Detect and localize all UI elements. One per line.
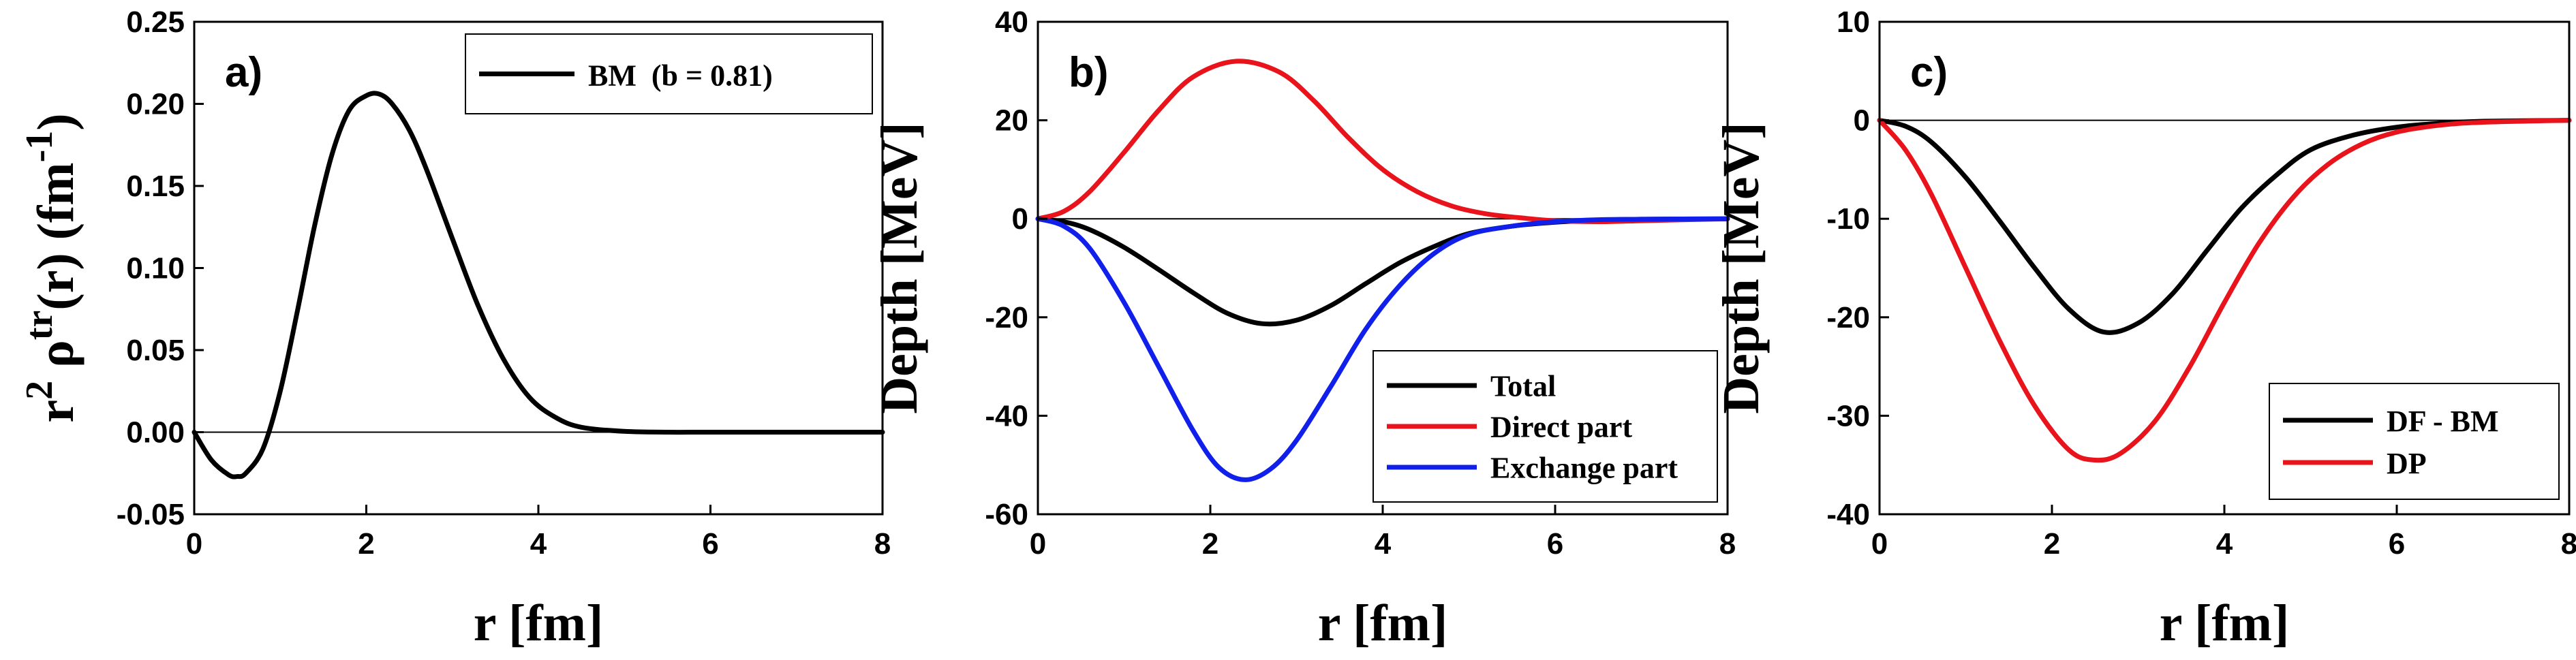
y-tick-label: 0.10 (126, 252, 185, 285)
y-axis-label-part: -1 (18, 131, 61, 163)
panel-1: 0 2 4 6 8 -0.05 0.00 0.05 0.10 0.15 0.20 0.25 r [fm]… (18, 5, 891, 652)
x-tick-label: 0 (1030, 527, 1046, 561)
y-axis-label: Depth [MeV] (871, 122, 928, 413)
y-axis-label-part: tr (18, 311, 61, 341)
y-tick-label: -40 (985, 399, 1028, 433)
y-tick-label: 0.05 (126, 334, 185, 367)
panel-label: c) (1910, 49, 1948, 96)
x-axis-label: r [fm] (2160, 595, 2290, 652)
y-axis-label-part: (r) (fm (27, 162, 85, 310)
x-tick-label: 8 (2561, 527, 2576, 561)
x-tick-label: 6 (702, 527, 718, 561)
x-axis-label: r [fm] (474, 595, 604, 652)
legend-label: Total (1490, 369, 1556, 403)
y-tick-label: 0.20 (126, 88, 185, 121)
legend-label: DF - BM (2387, 405, 2499, 438)
y-tick-label: -20 (1826, 301, 1870, 334)
x-tick-label: 2 (358, 527, 374, 561)
legend: BM (b = 0.81) (465, 33, 873, 114)
y-tick-label: 0 (1012, 202, 1028, 236)
y-tick-label: 10 (1837, 5, 1870, 39)
y-tick-label: 0.00 (126, 416, 185, 450)
legend: DF - BM DP (2269, 383, 2560, 500)
x-tick-label: 4 (1375, 527, 1392, 561)
series-line-2 (1035, 59, 1730, 225)
y-tick-label: -10 (1826, 202, 1870, 236)
y-tick-label: 40 (995, 5, 1028, 39)
legend-box (2269, 383, 2560, 500)
series-line-3 (1035, 216, 1730, 482)
panel-label: b) (1069, 49, 1109, 96)
series-line-1 (191, 91, 885, 480)
y-tick-label: -0.05 (117, 498, 185, 531)
y-axis-label-part: ρ (27, 340, 85, 381)
x-tick-label: 4 (2216, 527, 2233, 561)
x-tick-label: 2 (1202, 527, 1218, 561)
y-axis-label-part: 2 (18, 381, 61, 400)
y-tick-label: -60 (985, 498, 1028, 531)
y-tick-label: -40 (1826, 498, 1870, 531)
x-tick-label: 0 (186, 527, 202, 561)
x-tick-label: 6 (1547, 527, 1563, 561)
panel-label: a) (225, 49, 262, 96)
legend-label: DP (2387, 447, 2427, 480)
x-tick-label: 0 (1871, 527, 1888, 561)
y-axis-label: r2 ρtr(r) (fm-1) (18, 113, 85, 422)
panel-2: 0 2 4 6 8 -60 -40 -20 0 20 40 r [fm] Depth [MeV] b) To… (871, 5, 1736, 652)
panel-3: 0 2 4 6 8 -40 -30 -20 -10 0 10 r [fm] Depth [MeV] c) D… (1713, 5, 2576, 652)
x-tick-label: 6 (2389, 527, 2405, 561)
y-tick-label: 0.15 (126, 170, 185, 203)
y-axis-label: Depth [MeV] (1713, 122, 1770, 413)
x-tick-label: 2 (2044, 527, 2060, 561)
legend-label: Exchange part (1490, 451, 1678, 484)
y-tick-label: -20 (985, 301, 1028, 334)
series-line-2 (1877, 118, 2572, 463)
x-tick-label: 8 (1719, 527, 1736, 561)
x-axis-label: r [fm] (1318, 595, 1448, 652)
y-tick-label: -30 (1826, 399, 1870, 433)
series-line-1 (1877, 118, 2572, 335)
y-tick-label: 20 (995, 104, 1028, 138)
x-tick-label: 8 (874, 527, 891, 561)
y-tick-label: 0 (1854, 104, 1870, 138)
legend-label: Direct part (1490, 410, 1632, 443)
y-tick-label: 0.25 (126, 5, 185, 39)
legend: Total Direct part Exchange part (1373, 350, 1718, 503)
legend-label: BM (b = 0.81) (588, 59, 773, 92)
y-axis-label-part: r (27, 400, 85, 423)
y-axis-label-part: ) (27, 113, 85, 130)
x-tick-label: 4 (530, 527, 547, 561)
